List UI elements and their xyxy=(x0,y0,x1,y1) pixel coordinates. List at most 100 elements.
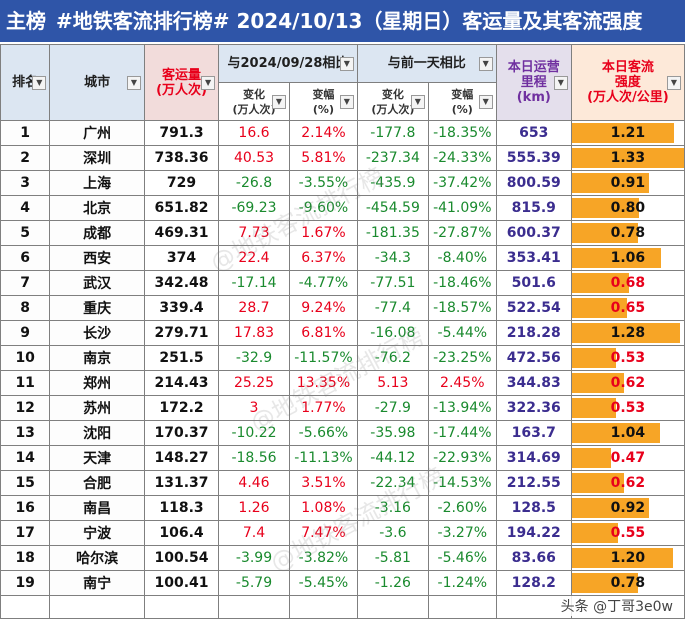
change-vs-prev-cell: -5.79 xyxy=(218,570,290,596)
intensity-cell: 0.78 xyxy=(570,570,685,596)
pct-vs-day-cell: -13.94% xyxy=(427,395,497,421)
city-cell: 南京 xyxy=(49,345,145,371)
filter-dropdown-icon[interactable] xyxy=(126,75,141,90)
pct-vs-prev-cell: 7.47% xyxy=(289,520,358,546)
pct-vs-day-cell: -27.87% xyxy=(427,220,497,246)
rank-cell: 1 xyxy=(0,120,51,146)
empty-cell xyxy=(427,595,497,619)
volume-cell: 100.54 xyxy=(143,545,220,571)
pct-vs-day-cell: -22.93% xyxy=(427,445,497,471)
intensity-value: 0.65 xyxy=(610,300,646,316)
volume-cell: 131.37 xyxy=(143,470,220,496)
intensity-bar xyxy=(572,423,660,443)
change-vs-day-cell: -177.8 xyxy=(356,120,429,146)
filter-dropdown-icon[interactable] xyxy=(339,94,354,109)
change-vs-day-cell: -44.12 xyxy=(356,445,429,471)
pct-vs-prev-cell: 13.35% xyxy=(289,370,358,396)
empty-cell xyxy=(143,595,220,619)
change-vs-prev-cell: 3 xyxy=(218,395,290,421)
filter-dropdown-icon[interactable] xyxy=(478,56,493,71)
intensity-value: 0.55 xyxy=(610,525,646,541)
subheader-change: 变化 (万人次) xyxy=(356,82,429,121)
city-cell: 南昌 xyxy=(49,495,145,521)
intensity-value: 0.78 xyxy=(610,575,646,591)
filter-dropdown-icon[interactable] xyxy=(272,94,286,109)
pct-vs-prev-cell: -9.60% xyxy=(289,195,358,221)
city-cell: 哈尔滨 xyxy=(49,545,145,571)
rank-cell: 13 xyxy=(0,420,51,446)
volume-cell: 100.41 xyxy=(143,570,220,596)
title-tag: 主榜 xyxy=(6,9,46,33)
table-row: 2 深圳 738.36 40.53 5.81% -237.34 -24.33% 555.39 1… xyxy=(0,145,685,171)
change-vs-day-cell: -237.34 xyxy=(356,145,429,171)
intensity-bar xyxy=(572,548,673,568)
intensity-value: 1.20 xyxy=(610,550,646,566)
rank-cell: 14 xyxy=(0,445,51,471)
table-body: 1 广州 791.3 16.6 2.14% -177.8 -18.35% 653 1.21 2 深圳… xyxy=(0,120,685,619)
change-vs-day-cell: 5.13 xyxy=(356,370,429,396)
filter-dropdown-icon[interactable] xyxy=(478,94,493,109)
change-vs-day-cell: -5.81 xyxy=(356,545,429,571)
title-bar: 主榜 #地铁客流排行榜# 2024/10/13（星期日）客运量及其客流强度 xyxy=(0,0,685,42)
pct-vs-prev-cell: 1.08% xyxy=(289,495,358,521)
table-row: 6 西安 374 22.4 6.37% -34.3 -8.40% 353.41 1.06 xyxy=(0,245,685,271)
change-vs-prev-cell: 16.6 xyxy=(218,120,290,146)
pct-vs-day-cell: -23.25% xyxy=(427,345,497,371)
change-vs-prev-cell: -69.23 xyxy=(218,195,290,221)
table-row: 11 郑州 214.43 25.25 13.35% 5.13 2.45% 344.83 0.62 xyxy=(0,370,685,396)
pct-vs-day-cell: 2.45% xyxy=(427,370,497,396)
intensity-cell: 0.78 xyxy=(570,220,685,246)
intensity-bar xyxy=(572,448,612,468)
change-vs-day-cell: -1.26 xyxy=(356,570,429,596)
filter-dropdown-icon[interactable] xyxy=(32,75,47,90)
table-row: 19 南宁 100.41 -5.79 -5.45% -1.26 -1.24% 128.2 0.7… xyxy=(0,570,685,596)
volume-cell: 342.48 xyxy=(143,270,220,296)
change-vs-day-cell: -27.9 xyxy=(356,395,429,421)
km-cell: 653 xyxy=(495,120,572,146)
page-title: #地铁客流排行榜# 2024/10/13（星期日）客运量及其客流强度 xyxy=(56,9,643,33)
change-vs-day-cell: -34.3 xyxy=(356,245,429,271)
header-compare-prev: 与2024/09/28相比 xyxy=(218,44,358,83)
subheader-pct: 变幅 (%) xyxy=(427,82,497,121)
intensity-value: 1.21 xyxy=(610,125,646,141)
volume-cell: 791.3 xyxy=(143,120,220,146)
intensity-cell: 0.53 xyxy=(570,345,685,371)
km-cell: 800.59 xyxy=(495,170,572,196)
city-cell: 重庆 xyxy=(49,295,145,321)
intensity-value: 0.62 xyxy=(610,475,646,491)
filter-dropdown-icon[interactable] xyxy=(201,75,216,90)
filter-dropdown-icon[interactable] xyxy=(410,94,425,109)
rank-cell: 18 xyxy=(0,545,51,571)
pct-vs-day-cell: -18.46% xyxy=(427,270,497,296)
subheader-pct: 变幅 (%) xyxy=(289,82,358,121)
change-vs-day-cell: -181.35 xyxy=(356,220,429,246)
header-intensity: 本日客流 强度 (万人次/公里) xyxy=(570,44,685,121)
intensity-cell: 0.68 xyxy=(570,270,685,296)
volume-cell: 738.36 xyxy=(143,145,220,171)
city-cell: 长沙 xyxy=(49,320,145,346)
table-row: 12 苏州 172.2 3 1.77% -27.9 -13.94% 322.36 0.53 xyxy=(0,395,685,421)
city-cell: 苏州 xyxy=(49,395,145,421)
change-vs-prev-cell: 40.53 xyxy=(218,145,290,171)
pct-vs-prev-cell: -11.13% xyxy=(289,445,358,471)
change-vs-prev-cell: 7.73 xyxy=(218,220,290,246)
km-cell: 344.83 xyxy=(495,370,572,396)
filter-dropdown-icon[interactable] xyxy=(553,75,568,90)
filter-dropdown-icon[interactable] xyxy=(667,75,681,90)
km-cell: 163.7 xyxy=(495,420,572,446)
empty-cell xyxy=(495,595,572,619)
km-cell: 501.6 xyxy=(495,270,572,296)
pct-vs-day-cell: -3.27% xyxy=(427,520,497,546)
volume-cell: 651.82 xyxy=(143,195,220,221)
rank-cell: 9 xyxy=(0,320,51,346)
volume-cell: 106.4 xyxy=(143,520,220,546)
pct-vs-prev-cell: -3.82% xyxy=(289,545,358,571)
change-vs-prev-cell: -17.14 xyxy=(218,270,290,296)
change-vs-prev-cell: -18.56 xyxy=(218,445,290,471)
empty-cell xyxy=(218,595,290,619)
table-row: 17 宁波 106.4 7.4 7.47% -3.6 -3.27% 194.22 0.55 xyxy=(0,520,685,546)
change-vs-day-cell: -3.16 xyxy=(356,495,429,521)
volume-cell: 729 xyxy=(143,170,220,196)
filter-dropdown-icon[interactable] xyxy=(339,56,354,71)
intensity-value: 0.53 xyxy=(610,400,646,416)
